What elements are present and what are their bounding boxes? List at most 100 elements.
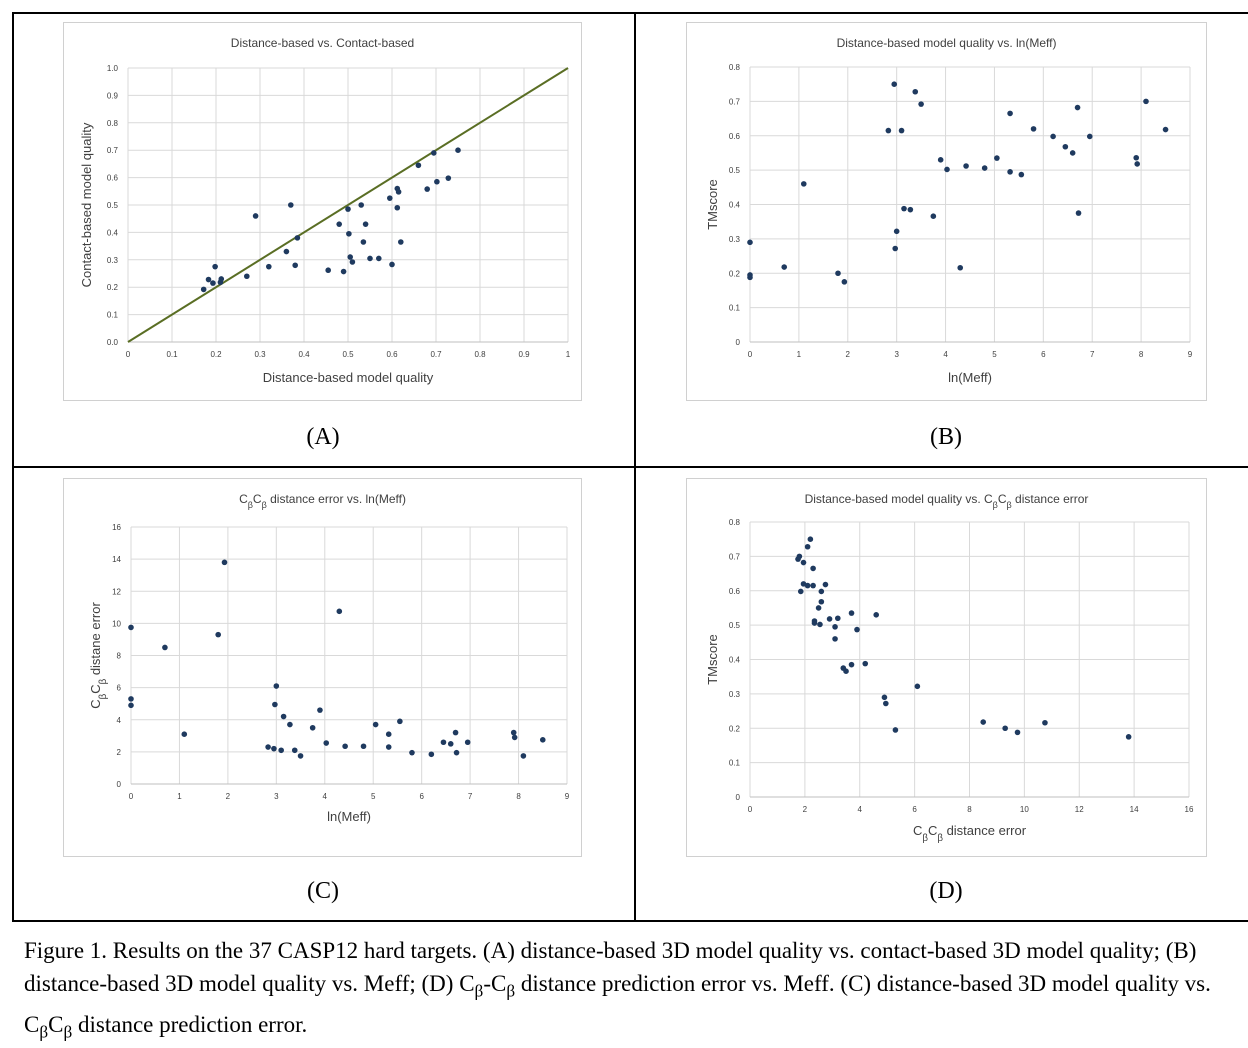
x-tick-label: 2 [846, 350, 851, 359]
table-border-top [12, 12, 1248, 14]
panel-label-b: (B) [930, 424, 962, 450]
data-point [848, 661, 855, 668]
x-tick-label: 2 [226, 792, 231, 801]
y-tick-label: 0.4 [107, 228, 119, 237]
data-point [385, 744, 392, 750]
x-tick-label: 5 [992, 350, 997, 359]
data-point [898, 127, 905, 134]
data-point [1018, 171, 1025, 178]
y-tick-label: 0.5 [107, 201, 119, 210]
chart-b: 0 1 2 3 4 5 6 7 8 9 0 0.1 0.2 0.3 0.4 0.5 0.6 0.7 0.8 Dista… [705, 36, 1193, 385]
x-tick-label: 0 [748, 805, 753, 814]
data-point [810, 582, 816, 589]
y-tick-label: 0 [736, 338, 741, 347]
x-tick-label: 0 [129, 792, 134, 801]
figure-caption: Figure 1. Results on the 37 CASP12 hard … [24, 934, 1244, 1048]
caption-sub-4: β [63, 1022, 73, 1042]
data-point [797, 588, 804, 595]
y-tick-label: 4 [117, 716, 122, 725]
x-axis-label: ln(Meff) [327, 809, 371, 824]
caption-mid-2: distance prediction error vs. Meff. (C) … [24, 971, 1211, 1037]
data-point [1014, 729, 1021, 736]
chart-a: 0 0.1 0.2 0.3 0.4 0.5 0.6 0.7 0.8 0.9 1 0.0 0.1 0.2 0.… [79, 36, 571, 385]
data-point [1069, 150, 1076, 156]
y-tick-label: 0.2 [729, 269, 741, 278]
data-point [1125, 734, 1132, 740]
data-point [912, 88, 919, 95]
data-point [428, 751, 435, 758]
y-axis-label: TMscore [705, 179, 720, 230]
y-tick-label: 0.3 [729, 690, 741, 699]
data-point [1074, 104, 1081, 111]
data-point [817, 621, 823, 628]
x-tick-label: 8 [967, 805, 972, 814]
y-tick-label: 14 [112, 555, 121, 564]
data-point [881, 694, 888, 701]
x-tick-label: 7 [468, 792, 473, 801]
data-point [294, 235, 301, 241]
data-point [397, 718, 403, 725]
x-tick-label: 10 [1020, 805, 1029, 814]
y-tick-label: 0.1 [729, 304, 741, 313]
data-point [804, 543, 811, 550]
data-point [452, 729, 459, 736]
data-point [389, 261, 395, 268]
data-point [272, 701, 278, 708]
data-point [340, 268, 347, 275]
x-tick-label: 2 [803, 805, 808, 814]
y-axis-label: CβCβ distane error [88, 602, 109, 709]
data-point [810, 565, 816, 572]
data-point [181, 731, 188, 738]
data-point [994, 155, 1000, 161]
data-point [336, 608, 343, 615]
caption-prefix: Figure 1. Results on the 37 CASP12 hard … [24, 938, 1197, 996]
data-point [1162, 126, 1169, 133]
x-tick-label: 3 [894, 350, 899, 359]
data-point [323, 740, 330, 746]
data-point [1086, 133, 1093, 140]
caption-sub-2: β [506, 981, 516, 1001]
chart-title: Distance-based model quality vs. CβCβ di… [805, 492, 1089, 510]
x-tick-label: 1 [797, 350, 802, 359]
x-tick-label: 5 [371, 792, 376, 801]
y-tick-label: 0.6 [107, 174, 119, 183]
panel-b-chart: 0 1 2 3 4 5 6 7 8 9 0 0.1 0.2 0.3 0.4 0.5 0.6 0.7 0.8 Dista… [686, 22, 1207, 401]
data-point [800, 581, 807, 587]
data-point [345, 206, 351, 212]
data-point [862, 660, 869, 667]
chart-title: CβCβ distance error vs. ln(Meff) [239, 492, 406, 510]
x-tick-label: 0.8 [474, 350, 486, 359]
chart-title: Distance-based vs. Contact-based [231, 36, 414, 50]
x-tick-label: 0.2 [210, 350, 222, 359]
table-border-middle [12, 466, 1248, 468]
data-point [854, 626, 860, 633]
data-point [1075, 210, 1082, 216]
data-point [265, 744, 271, 750]
table-border-caption [12, 920, 1248, 922]
x-tick-label: 1 [566, 350, 571, 359]
y-tick-label: 0.2 [729, 724, 741, 733]
y-tick-label: 0.5 [729, 166, 741, 175]
data-point [811, 620, 818, 626]
data-point [893, 228, 900, 235]
data-point [287, 721, 293, 728]
x-tick-label: 16 [1185, 805, 1194, 814]
data-point [891, 81, 898, 87]
data-point [431, 150, 437, 156]
y-tick-label: 0.1 [107, 311, 119, 320]
data-point [128, 624, 134, 631]
data-point [1143, 98, 1149, 105]
x-axis-label: ln(Meff) [948, 370, 992, 385]
data-point [835, 615, 841, 622]
caption-mid-3: C [48, 1011, 64, 1037]
x-tick-label: 0.4 [298, 350, 310, 359]
data-point [346, 230, 352, 237]
data-point [818, 598, 825, 605]
data-point [800, 559, 807, 566]
data-point [1007, 110, 1013, 117]
x-tick-label: 0.9 [518, 350, 530, 359]
data-point [360, 743, 367, 750]
data-point [309, 724, 316, 731]
data-point [892, 245, 898, 252]
